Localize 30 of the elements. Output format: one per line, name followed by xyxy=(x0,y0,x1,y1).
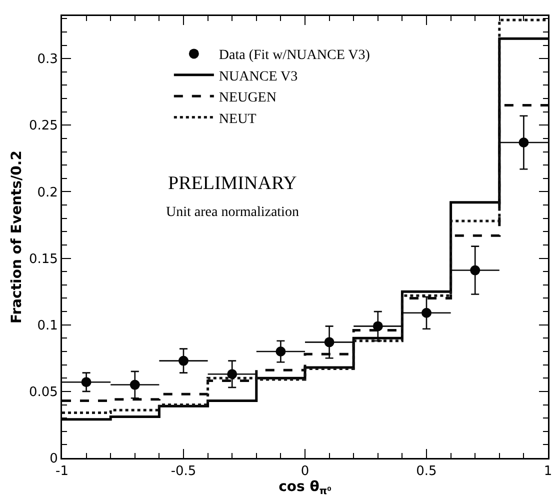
x-tick-label: 0.5 xyxy=(416,464,437,480)
y-tick-label: 0.05 xyxy=(28,384,58,400)
x-tick-label: 0 xyxy=(300,464,310,480)
annotation: PRELIMINARY xyxy=(168,173,298,194)
point xyxy=(372,321,383,332)
x-tick-label: -0.5 xyxy=(170,464,196,480)
point xyxy=(276,346,286,356)
y-tick-label: 0.15 xyxy=(28,252,58,267)
legend-label: Data (Fit w/NUANCE V3) xyxy=(218,48,370,64)
x-axis-title: cos θ$_{π⁰}$ xyxy=(278,479,332,498)
point xyxy=(81,377,92,388)
annotation: Unit area normalization xyxy=(166,205,299,220)
y-tick-label: 0.3 xyxy=(37,52,58,68)
y-tick-label: 0.1 xyxy=(37,318,58,334)
point xyxy=(130,380,140,390)
point xyxy=(422,308,432,318)
y-axis-title: Fraction of Events/0.2 xyxy=(8,150,25,324)
y-tick-label: 0.2 xyxy=(37,185,58,200)
x-tick-label: 1 xyxy=(544,464,552,480)
point xyxy=(227,369,238,380)
point xyxy=(518,137,529,148)
point xyxy=(470,265,480,276)
point xyxy=(178,356,188,366)
y-tick-label: 0 xyxy=(50,452,58,467)
legend-label: NEUT xyxy=(218,112,257,127)
legend-label: NUANCE V3 xyxy=(218,69,298,84)
legend-label: NEUGEN xyxy=(218,90,276,106)
point xyxy=(324,337,334,348)
x-tick-label: -1 xyxy=(56,464,68,480)
y-tick-label: 0.25 xyxy=(28,118,58,134)
